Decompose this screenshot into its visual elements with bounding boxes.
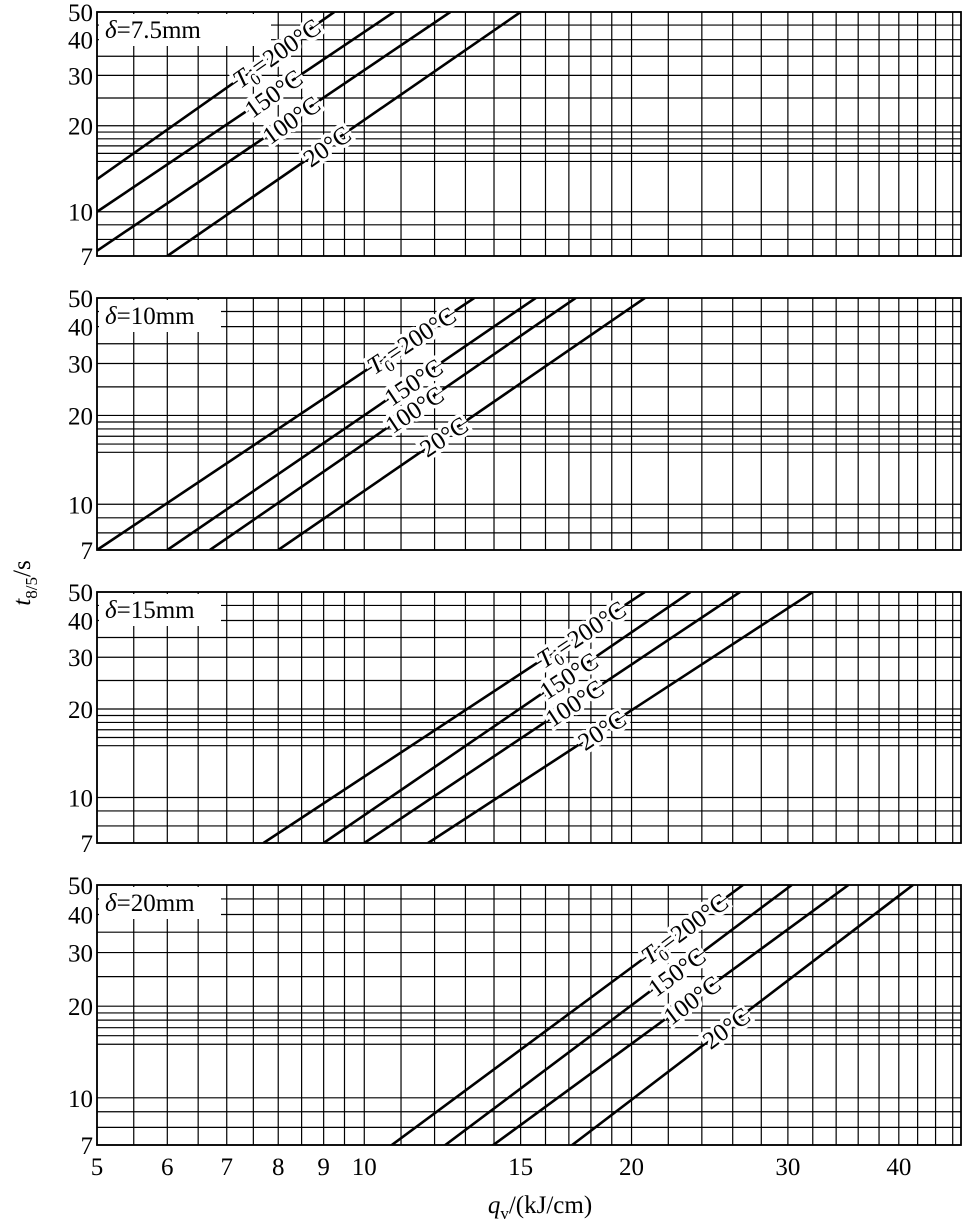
y-tick-label: 50 [68,580,93,607]
series-line-100c [209,298,577,550]
x-tick-label: 5 [91,1154,104,1181]
series-line-20c [277,298,646,550]
x-tick-label: 6 [161,1154,174,1181]
y-tick-label: 10 [68,1086,93,1113]
panel-label: δ=15mm [105,597,195,624]
plot-frame [96,297,962,551]
x-tick-label: 20 [619,1154,644,1181]
series-line-100c [97,12,452,252]
y-tick-label: 40 [68,608,93,635]
series-line-200c [97,298,475,550]
panel-label: δ=20mm [105,890,195,917]
panel-label: δ=7.5mm [105,17,201,44]
y-tick-label: 10 [68,785,93,812]
y-tick-label: 20 [68,114,93,141]
y-tick-label: 50 [68,286,93,313]
y-tick-label: 30 [68,63,93,90]
plot-frame [96,884,962,1146]
x-tick-label: 9 [317,1154,330,1181]
plot-frame [96,591,962,844]
y-tick-label: 7 [81,244,94,271]
series-line-200c [97,12,335,181]
y-axis-title: t8/5/s [9,560,41,605]
x-tick-label: 15 [508,1154,533,1181]
y-tick-label: 40 [68,903,93,930]
series-line-200c [262,592,646,843]
y-tick-label: 40 [68,28,93,55]
y-tick-label: 50 [68,0,93,27]
panel-label: δ=10mm [105,303,195,330]
x-axis-title: qv/(kJ/cm) [488,1192,592,1223]
y-tick-label: 7 [81,1133,94,1160]
y-tick-label: 50 [68,873,93,900]
y-tick-label: 20 [68,697,93,724]
series-line-150c [166,298,537,550]
y-tick-label: 10 [68,492,93,519]
y-tick-label: 30 [68,941,93,968]
x-tick-label: 7 [220,1154,233,1181]
y-tick-label: 30 [68,645,93,672]
y-tick-label: 20 [68,994,93,1021]
x-tick-label: 10 [352,1154,377,1181]
series-line-20c [427,592,814,843]
y-tick-label: 7 [81,538,94,565]
plot-frame [96,11,962,257]
y-tick-label: 40 [68,315,93,342]
y-tick-label: 7 [81,831,94,858]
y-tick-label: 30 [68,351,93,378]
x-tick-label: 30 [775,1154,800,1181]
x-tick-label: 40 [886,1154,911,1181]
y-tick-label: 10 [68,200,93,227]
series-line-200c [389,885,744,1145]
series-line-100c [491,885,850,1145]
series-label: 20°C [299,121,357,173]
series-line-20c [166,12,522,256]
series-line-150c [322,592,692,843]
x-tick-label: 8 [272,1154,285,1181]
series-line-150c [443,885,793,1145]
series-line-20c [570,885,914,1145]
series-line-100c [363,592,741,843]
series-line-150c [97,12,395,213]
y-tick-label: 20 [68,403,93,430]
